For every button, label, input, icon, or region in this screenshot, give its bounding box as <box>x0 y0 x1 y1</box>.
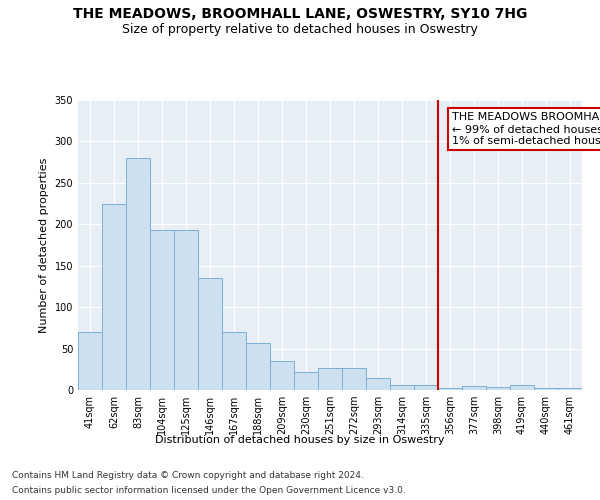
Bar <box>414 385 438 390</box>
Bar <box>78 332 102 390</box>
Y-axis label: Number of detached properties: Number of detached properties <box>39 158 49 332</box>
Bar <box>366 378 390 390</box>
Bar <box>486 386 510 390</box>
Bar <box>390 385 414 390</box>
Bar <box>462 386 486 390</box>
Bar <box>126 158 150 390</box>
Bar <box>246 343 270 390</box>
Bar <box>270 361 294 390</box>
Bar <box>318 368 342 390</box>
Bar <box>534 388 558 390</box>
Text: Contains HM Land Registry data © Crown copyright and database right 2024.: Contains HM Land Registry data © Crown c… <box>12 471 364 480</box>
Bar <box>174 230 198 390</box>
Bar <box>150 230 174 390</box>
Bar <box>342 368 366 390</box>
Bar <box>198 278 222 390</box>
Bar <box>102 204 126 390</box>
Text: Distribution of detached houses by size in Oswestry: Distribution of detached houses by size … <box>155 435 445 445</box>
Text: Contains public sector information licensed under the Open Government Licence v3: Contains public sector information licen… <box>12 486 406 495</box>
Bar <box>438 388 462 390</box>
Text: THE MEADOWS BROOMHALL LANE: 352sqm
← 99% of detached houses are smaller (1,123)
: THE MEADOWS BROOMHALL LANE: 352sqm ← 99%… <box>452 112 600 146</box>
Bar <box>510 385 534 390</box>
Bar <box>222 332 246 390</box>
Bar <box>294 372 318 390</box>
Bar <box>558 388 582 390</box>
Text: THE MEADOWS, BROOMHALL LANE, OSWESTRY, SY10 7HG: THE MEADOWS, BROOMHALL LANE, OSWESTRY, S… <box>73 8 527 22</box>
Text: Size of property relative to detached houses in Oswestry: Size of property relative to detached ho… <box>122 22 478 36</box>
